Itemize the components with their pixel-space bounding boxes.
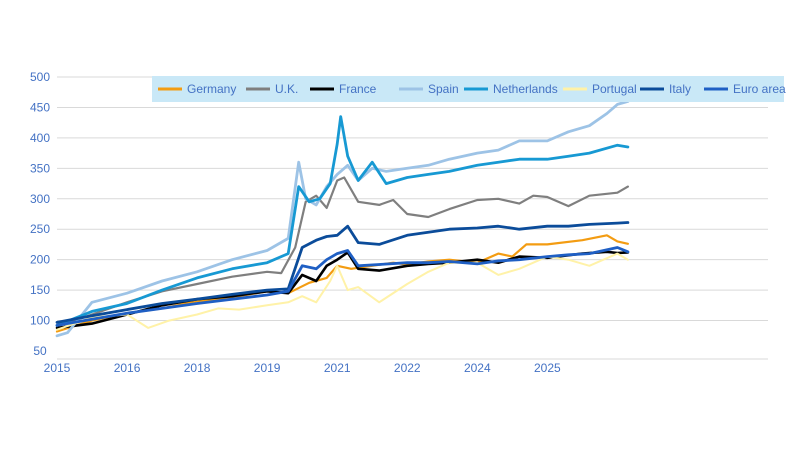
series-line-spain bbox=[55, 100, 630, 338]
legend-label-france: France bbox=[339, 82, 377, 96]
x-tick-label-2025: 2025 bbox=[534, 361, 561, 375]
y-tick-label-500: 500 bbox=[30, 70, 50, 84]
legend-label-euro-area: Euro area bbox=[733, 82, 786, 96]
legend: Germany U.K. France Spain Netherlands Portuga… bbox=[152, 76, 786, 102]
legend-label-netherlands: Netherlands bbox=[493, 82, 558, 96]
x-tick-label-2018: 2018 bbox=[184, 361, 211, 375]
legend-label-spain: Spain bbox=[428, 82, 459, 96]
x-tick-label-2019: 2019 bbox=[254, 361, 281, 375]
x-tick-label-2015: 2015 bbox=[44, 361, 71, 375]
legend-label-u-k-: U.K. bbox=[275, 82, 298, 96]
y-tick-label-250: 250 bbox=[30, 222, 50, 236]
legend-label-italy: Italy bbox=[669, 82, 691, 96]
series-line-u-k- bbox=[55, 176, 630, 328]
gridlines bbox=[57, 76, 768, 322]
y-tick-label-100: 100 bbox=[30, 314, 50, 328]
series-line-netherlands bbox=[55, 115, 630, 327]
y-tick-label-450: 450 bbox=[30, 100, 50, 114]
series-line-euro-area bbox=[55, 246, 630, 327]
x-tick-label-2022: 2022 bbox=[394, 361, 421, 375]
legend-label-portugal: Portugal bbox=[592, 82, 637, 96]
series-line-portugal bbox=[56, 252, 629, 331]
x-tick-label-2024: 2024 bbox=[464, 361, 491, 375]
x-tick-label-2021: 2021 bbox=[324, 361, 351, 375]
y-tick-label-200: 200 bbox=[30, 253, 50, 267]
series-line-italy bbox=[55, 221, 630, 324]
y-tick-label-350: 350 bbox=[30, 161, 50, 175]
x-axis-tick-labels: 2015 2016 2018 2019 2021 2022 2024 2025 bbox=[44, 361, 561, 375]
series-lines bbox=[55, 100, 630, 338]
y-tick-label-300: 300 bbox=[30, 192, 50, 206]
y-axis-tick-labels: 50 100 150 200 250 300 350 400 450 500 bbox=[30, 70, 50, 358]
series-line-germany bbox=[55, 234, 630, 333]
y-tick-label-50: 50 bbox=[33, 344, 47, 358]
x-tick-label-2016: 2016 bbox=[114, 361, 141, 375]
y-tick-label-150: 150 bbox=[30, 283, 50, 297]
legend-label-germany: Germany bbox=[187, 82, 236, 96]
y-tick-label-400: 400 bbox=[30, 131, 50, 145]
